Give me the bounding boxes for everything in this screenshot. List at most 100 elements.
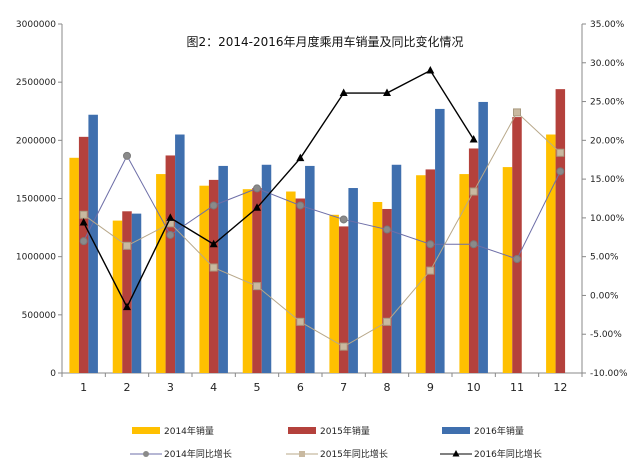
bar-2016年销量-9 [435, 108, 445, 373]
point-2016年同比增长-7 [383, 88, 391, 97]
x-tick-label: 3 [167, 381, 174, 394]
bar-2016年销量-10 [478, 101, 488, 374]
point-2014年同比增长-8 [426, 240, 435, 249]
point-2014年同比增长-1 [123, 151, 131, 160]
bar-2015年销量-5 [252, 188, 262, 373]
bar-2014年销量-1 [69, 157, 79, 373]
axes: 0 500000 1000000 1500000 2000000 2500000 30000… [16, 20, 628, 394]
bar-2015年销量-2 [122, 211, 132, 373]
point-2016年同比增长-1 [123, 302, 131, 311]
legend-marker-2015年同比增长 [299, 451, 305, 457]
line-series [79, 66, 565, 351]
y-left-tick-label: 2000000 [16, 136, 56, 146]
bar-2015年销量-12 [555, 89, 566, 373]
chart-title: 图2：2014-2016年月度乘用车销量及同比变化情况 [186, 34, 463, 49]
x-tick-label: 1 [80, 381, 87, 394]
y-left-tick-label: 1000000 [16, 253, 56, 263]
point-2016年同比增长-4 [253, 203, 261, 211]
point-2015年同比增长-11 [556, 148, 565, 157]
y-left-tick-label: 2500000 [16, 78, 56, 88]
y-right-tick-label: 15.00% [590, 175, 625, 185]
line-2015年同比增长 [83, 111, 561, 348]
point-2015年同比增长-10 [513, 108, 521, 117]
bar-2016年销量-2 [131, 213, 142, 373]
y-right-tick-label: 5.00% [590, 253, 619, 263]
bar-series [69, 89, 566, 374]
point-2014年同比增长-9 [469, 240, 478, 249]
point-2015年同比增长-5 [296, 317, 305, 326]
point-2016年同比增长-3 [209, 239, 218, 248]
x-tick-label: 8 [384, 381, 391, 394]
x-tick-label: 7 [340, 381, 347, 394]
point-2015年同比增长-3 [209, 263, 218, 272]
point-2016年同比增长-6 [339, 88, 348, 97]
bar-2014年销量-4 [199, 185, 209, 373]
y-right-tick-label: 20.00% [590, 136, 625, 146]
bar-2014年销量-10 [459, 174, 469, 373]
legend-swatch-2016年销量 [442, 427, 470, 434]
x-tick-label: 11 [510, 381, 524, 394]
x-tick-label: 6 [297, 381, 304, 394]
legend-swatch-2014年销量 [132, 427, 160, 434]
point-2016年同比增长-2 [166, 213, 175, 221]
bar-2015年销量-6 [295, 198, 306, 373]
point-2014年同比增长-7 [383, 225, 391, 234]
y-left-tick-label: 0 [50, 369, 56, 379]
bar-2016年销量-5 [261, 164, 272, 373]
y-right-tick-label: 10.00% [590, 214, 625, 224]
legend-label-2014年同比增长: 2014年同比增长 [164, 448, 232, 460]
bar-2014年销量-2 [112, 220, 123, 373]
y-right-tick-label: -10.00% [590, 369, 628, 379]
bar-2014年销量-6 [286, 191, 296, 373]
bar-2014年销量-11 [502, 167, 513, 373]
point-2014年同比增长-11 [556, 167, 565, 176]
line-2014年同比增长 [83, 154, 561, 260]
point-2014年同比增长-4 [253, 184, 261, 193]
bar-2015年销量-3 [165, 155, 176, 373]
y-right-tick-label: 0.00% [590, 291, 619, 301]
y-left-tick-label: 500000 [22, 311, 57, 321]
legend-label-2016年销量: 2016年销量 [474, 425, 524, 437]
bar-2015年销量-7 [338, 226, 349, 373]
point-2015年同比增长-6 [339, 342, 348, 351]
point-2016年同比增长-5 [296, 153, 305, 162]
legend-swatch-2015年销量 [288, 427, 316, 434]
bar-2014年销量-12 [546, 134, 556, 373]
bar-2015年销量-11 [512, 117, 522, 373]
y-right-tick-label: -5.00% [590, 330, 622, 340]
legend-label-2015年同比增长: 2015年同比增长 [320, 448, 388, 460]
point-2014年同比增长-6 [339, 215, 348, 224]
point-2015年同比增长-8 [426, 266, 435, 275]
line-2016年同比增长 [83, 69, 475, 309]
bar-2016年销量-4 [218, 165, 228, 373]
bar-2014年销量-8 [372, 201, 383, 373]
y-left-tick-label: 3000000 [16, 20, 56, 30]
x-tick-label: 12 [553, 381, 567, 394]
legend-label-2015年销量: 2015年销量 [320, 425, 370, 437]
bar-2016年销量-7 [348, 188, 358, 373]
bar-2015年销量-4 [208, 179, 219, 373]
bar-2014年销量-5 [242, 189, 253, 373]
point-2014年同比增长-3 [209, 201, 218, 210]
point-2014年同比增长-5 [296, 201, 305, 210]
point-2016年同比增长-9 [469, 135, 478, 143]
point-2014年同比增长-10 [513, 254, 521, 263]
legend-marker-2016年同比增长 [452, 450, 460, 457]
point-2014年同比增长-2 [166, 230, 175, 239]
bar-2016年销量-6 [305, 165, 315, 373]
point-2016年同比增长-8 [426, 66, 435, 74]
bar-2015年销量-1 [78, 136, 89, 373]
bar-2014年销量-3 [156, 174, 166, 373]
point-2015年同比增长-9 [469, 187, 478, 196]
bar-2015年销量-8 [382, 208, 392, 373]
point-2015年同比增长-1 [123, 241, 131, 250]
bar-2016年销量-3 [175, 134, 185, 373]
x-tick-label: 5 [254, 381, 261, 394]
bar-2016年销量-1 [88, 114, 98, 374]
y-left-tick-label: 1500000 [16, 195, 56, 205]
legend: 2014年销量 2015年销量 2016年销量 2014年同比增长 2015年同比增长 2… [130, 425, 542, 460]
point-2014年同比增长-0 [79, 237, 88, 246]
y-right-tick-label: 30.00% [590, 59, 625, 69]
